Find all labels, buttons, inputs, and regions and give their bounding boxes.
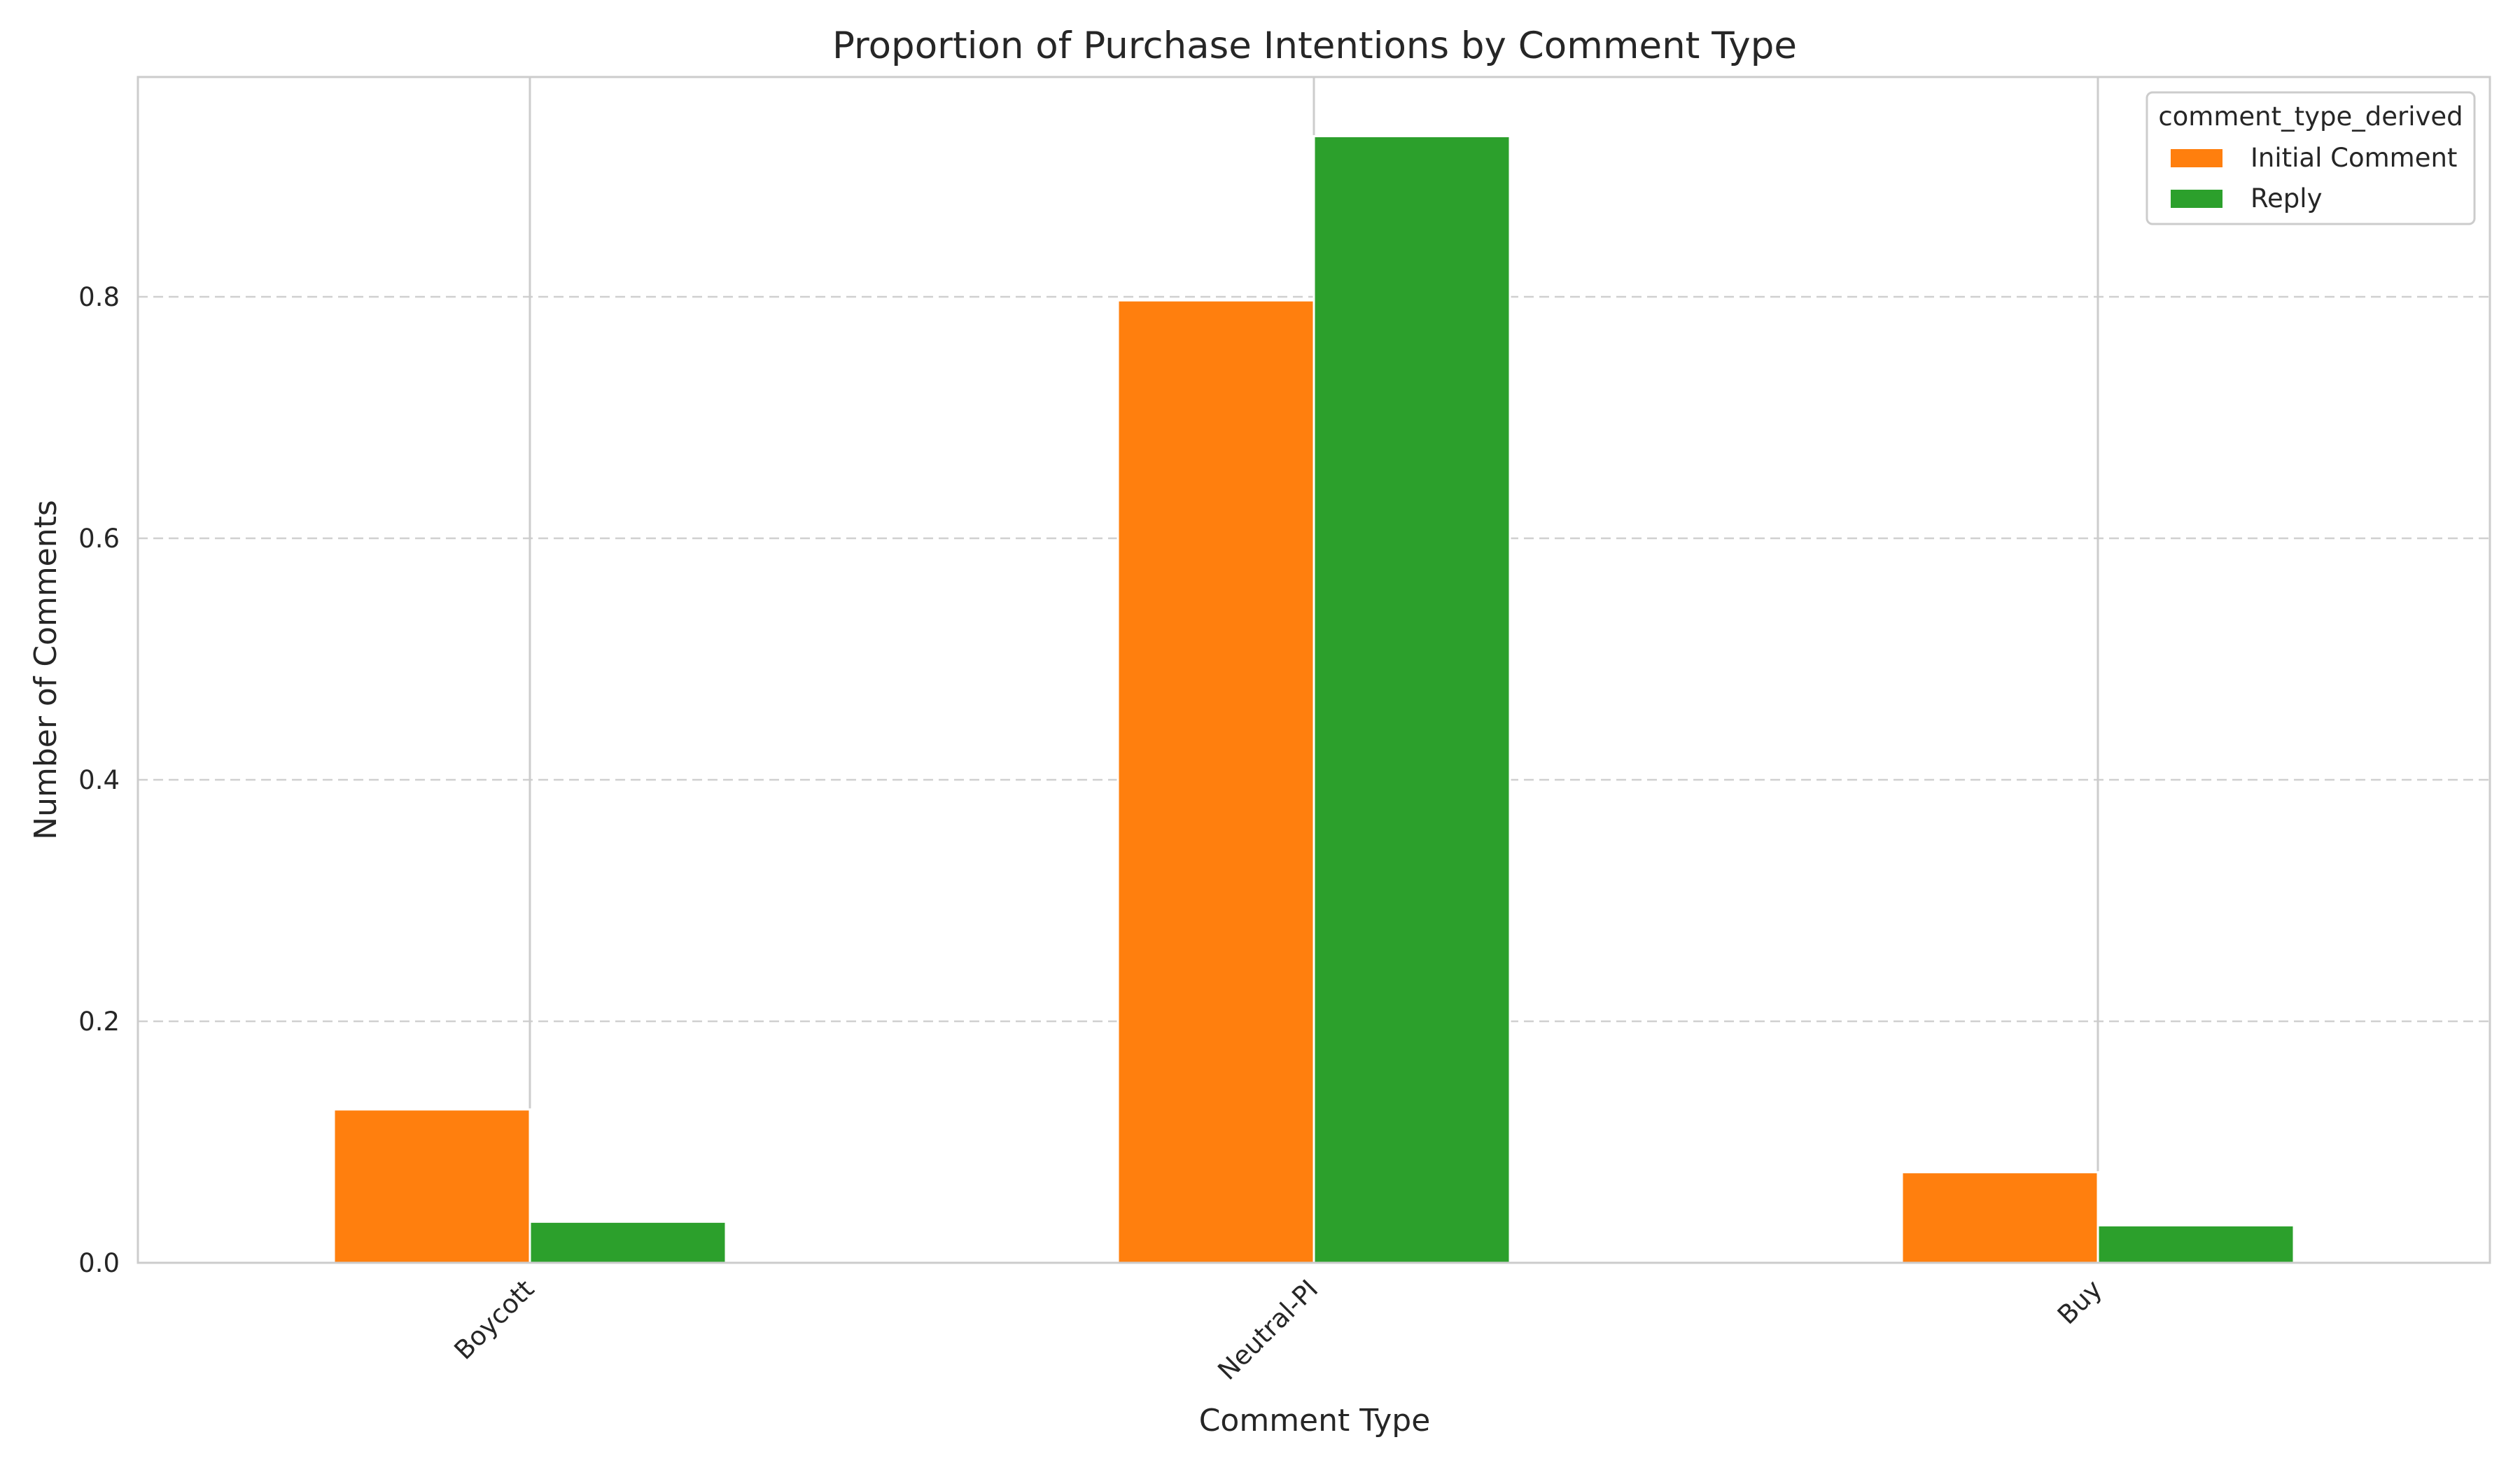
bar-reply-neutral-pi — [1312, 135, 1511, 1264]
y-tick-label: 0.2 — [78, 1007, 120, 1037]
y-tick-label: 0.8 — [78, 282, 120, 312]
legend: comment_type_derived Initial Comment Repl… — [2146, 91, 2476, 225]
legend-items: Initial Comment Reply — [2171, 143, 2457, 214]
bar-reply-boycott — [528, 1220, 727, 1264]
bar-initial-comment-buy — [1900, 1171, 2099, 1264]
x-tick-label: Neutral-PI — [1212, 1274, 1324, 1386]
legend-title: comment_type_derived — [2158, 102, 2463, 132]
y-tick-label: 0.4 — [78, 765, 120, 795]
legend-swatch — [2171, 190, 2222, 208]
bar-initial-comment-neutral-pi — [1116, 299, 1315, 1264]
y-axis-label: Number of Comments — [28, 500, 64, 840]
plot-frame — [136, 76, 2491, 1264]
x-tick-label: Boycott — [449, 1274, 540, 1366]
legend-label: Initial Comment — [2250, 143, 2457, 173]
y-tick-label: 0.0 — [78, 1248, 120, 1278]
chart-title: Proportion of Purchase Intentions by Com… — [832, 24, 1797, 67]
y-tick-label: 0.6 — [78, 524, 120, 554]
x-axis-label: Comment Type — [1199, 1403, 1431, 1438]
bar-reply-buy — [2096, 1224, 2295, 1264]
x-tick-label: Buy — [2052, 1274, 2108, 1330]
legend-box — [2146, 91, 2476, 225]
x-axis-ticks: Boycott Neutral-PI Buy — [449, 1274, 2108, 1386]
y-axis-ticks: 0.0 0.2 0.4 0.6 0.8 — [78, 282, 120, 1278]
legend-label: Reply — [2250, 183, 2322, 214]
plot-area — [136, 76, 2491, 1264]
bar-initial-comment-boycott — [332, 1108, 531, 1264]
legend-swatch — [2171, 149, 2222, 167]
